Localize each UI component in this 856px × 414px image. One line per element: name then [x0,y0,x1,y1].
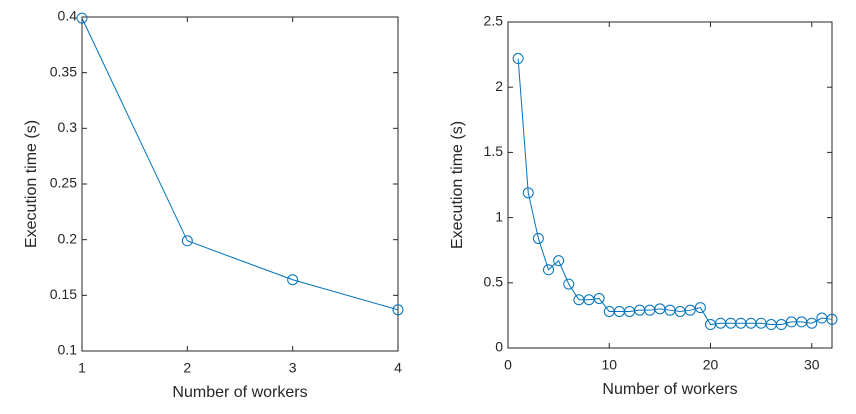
x-tick-label: 0 [504,357,512,373]
x-tick-label: 20 [703,357,719,373]
axes-box [507,21,833,349]
x-tick-label: 2 [183,360,191,376]
y-tick-label: 0 [495,339,503,355]
y-tick-label: 2 [495,78,503,94]
data-point [826,313,838,325]
data-point [543,264,554,276]
x-axis-label: Number of workers [602,381,737,398]
y-tick-label: 0.4 [58,8,78,24]
data-point [392,304,404,316]
y-tick-label: 0.1 [58,342,78,358]
y-tick-label: 1 [495,208,503,224]
data-point [694,302,706,314]
data-point [593,292,605,304]
data-point [512,53,524,65]
data-point [775,319,787,331]
x-tick-label: 3 [289,360,297,376]
data-point [553,255,565,267]
data-line [517,58,833,326]
axes-box [81,16,399,352]
y-tick-label: 0.15 [50,286,77,302]
x-axis-label: Number of workers [172,384,307,401]
x-tick-label: 4 [394,360,402,376]
data-point [76,12,88,24]
x-tick-label: 30 [804,357,820,373]
y-axis-label: Execution time (s) [23,120,40,248]
data-point [806,317,818,329]
x-tick-label: 1 [78,360,86,376]
y-tick-label: 2.5 [484,13,504,29]
y-tick-label: 0.35 [50,63,77,79]
y-tick-label: 0.25 [50,175,77,191]
data-point [532,232,544,244]
data-point [181,235,193,247]
data-point [287,274,299,286]
y-tick-label: 0.2 [58,230,78,246]
data-line [81,17,399,311]
y-tick-label: 1.5 [484,143,504,159]
x-tick-label: 10 [601,357,617,373]
y-axis-label: Execution time (s) [449,121,466,249]
data-point [563,278,575,290]
data-point [522,187,534,199]
y-tick-label: 0.3 [58,119,78,135]
y-tick-label: 0.5 [484,274,504,290]
data-point [684,304,696,316]
